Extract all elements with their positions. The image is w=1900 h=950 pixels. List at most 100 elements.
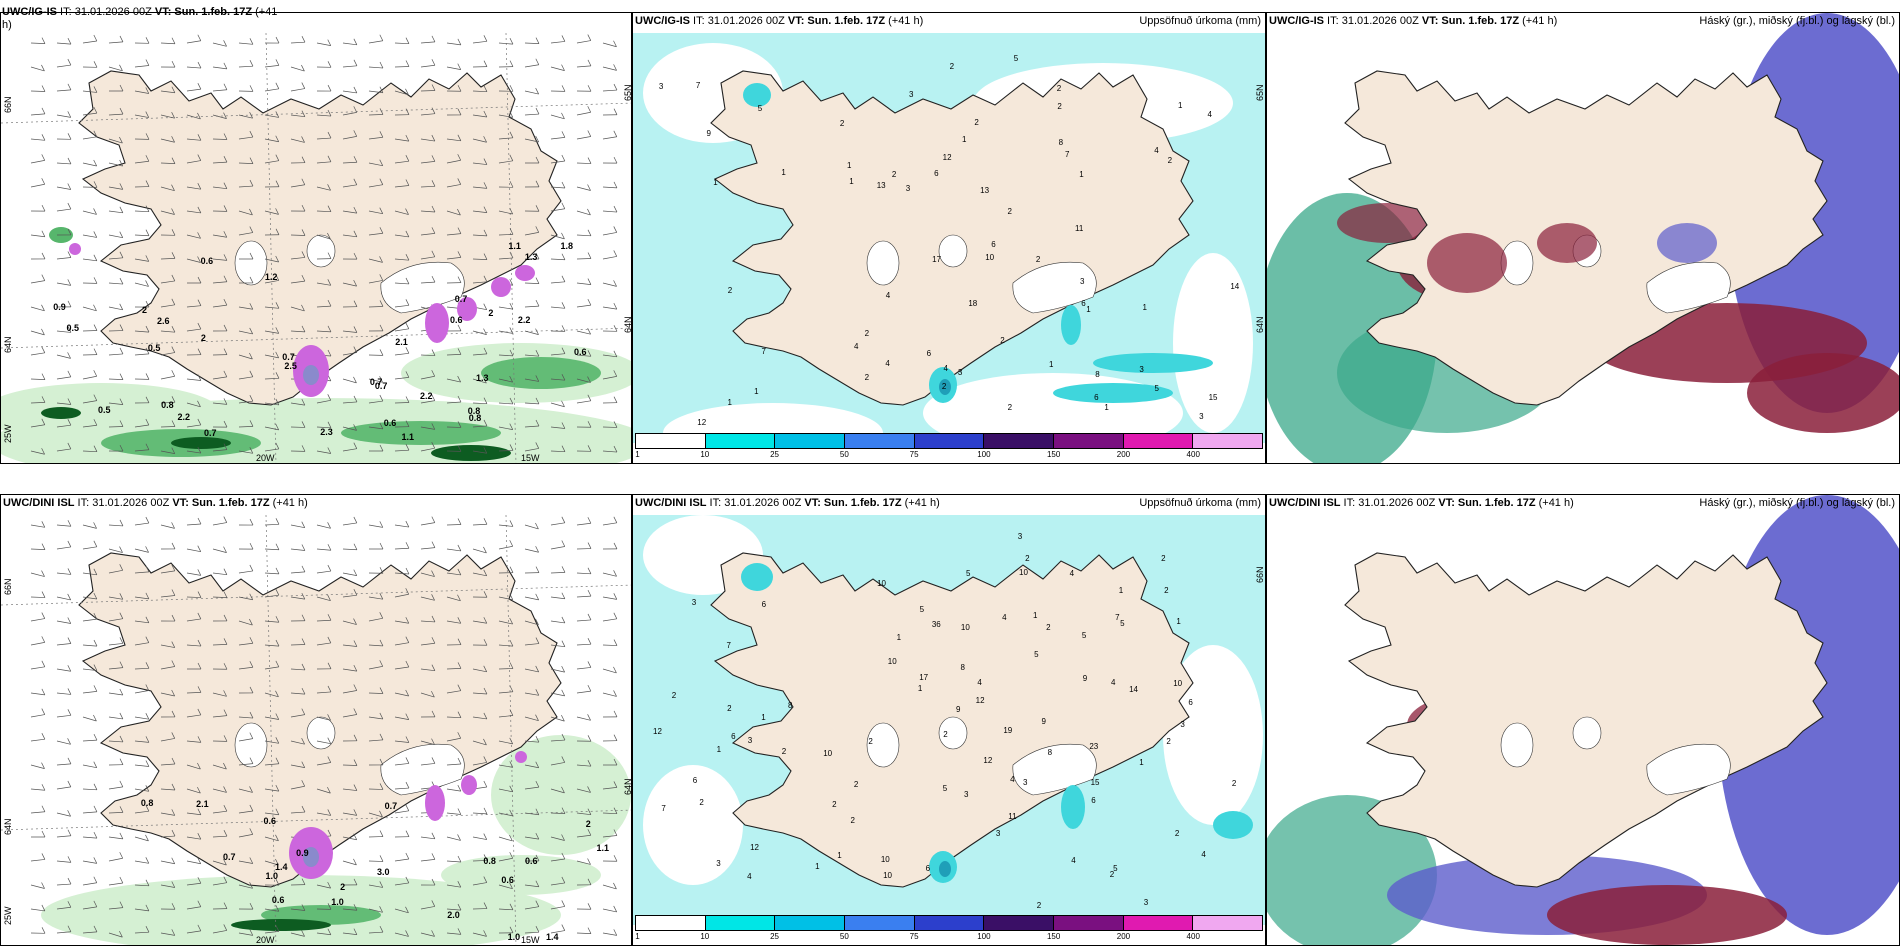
- value-label: 2.6: [156, 316, 170, 327]
- wind-barb: [472, 281, 487, 284]
- value-label: 14: [1230, 282, 1240, 292]
- wind-barb-feather: [379, 830, 384, 837]
- wind-barb: [56, 524, 71, 527]
- field-blob: [1061, 785, 1085, 829]
- wind-barb: [498, 740, 513, 745]
- wind-barb-feather: [379, 444, 384, 452]
- value-label: 12: [750, 843, 759, 853]
- wind-barb: [186, 258, 201, 263]
- wind-barb-feather: [301, 251, 306, 258]
- wind-barb: [264, 210, 279, 215]
- value-label: 2: [850, 816, 855, 826]
- wind-barb-feather: [197, 877, 202, 884]
- value-label: 0.5: [147, 343, 161, 354]
- wind-barb-feather: [587, 567, 592, 574]
- wind-barb: [160, 138, 175, 143]
- wind-barb: [394, 210, 409, 215]
- value-label: 0.5: [66, 322, 80, 333]
- value-label: 3: [908, 89, 914, 99]
- wind-barb-feather: [301, 445, 306, 452]
- wind-barb-feather: [93, 394, 98, 401]
- wind-barb-feather: [353, 904, 358, 911]
- wind-barb: [160, 352, 175, 356]
- wind-barb-feather: [93, 106, 98, 114]
- wind-barb: [238, 450, 253, 454]
- wind-barb: [160, 330, 175, 333]
- wind-barb-feather: [535, 665, 540, 673]
- wind-barb: [602, 787, 617, 790]
- wind-barb: [368, 184, 383, 188]
- wind-barb: [238, 810, 253, 814]
- wind-barb: [498, 257, 513, 260]
- value-label: 0.8: [483, 856, 496, 867]
- wind-barb-feather: [145, 255, 150, 262]
- wind-barb-feather: [431, 423, 436, 430]
- wind-barb: [420, 138, 435, 142]
- snow-field: [289, 751, 527, 879]
- colorbar-tick-label: 1: [635, 932, 640, 941]
- wind-barb: [186, 88, 201, 92]
- wind-barb: [264, 448, 279, 452]
- value-label: 2: [671, 690, 677, 700]
- value-label: 1: [1142, 303, 1147, 313]
- wind-barb-feather: [197, 322, 202, 330]
- wind-barb: [30, 352, 45, 356]
- wind-barb: [290, 596, 305, 600]
- wind-barb: [56, 64, 71, 68]
- wind-barb-feather: [223, 133, 228, 140]
- wind-barb-feather: [483, 85, 488, 92]
- wind-barb-feather: [483, 35, 488, 42]
- wind-barb: [576, 834, 591, 838]
- wind-barb-feather: [535, 637, 540, 644]
- wind-barb: [472, 40, 487, 44]
- wind-barb: [472, 234, 487, 237]
- wind-barb: [550, 137, 565, 140]
- wind-barb: [550, 450, 566, 453]
- value-label: 2: [832, 800, 837, 810]
- value-label: 2: [949, 61, 955, 71]
- wind-barb-feather: [119, 546, 123, 553]
- wind-barb: [342, 812, 357, 816]
- wind-barb: [498, 836, 513, 842]
- wind-barb: [420, 161, 435, 164]
- wind-barb: [524, 620, 539, 626]
- wind-barb-feather: [223, 324, 228, 332]
- wind-barb: [212, 548, 227, 553]
- wind-barb-feather: [457, 617, 462, 624]
- wind-barb: [56, 620, 71, 624]
- wind-barb-feather: [223, 275, 228, 282]
- wind-barb-feather: [327, 636, 332, 644]
- wind-barb: [238, 570, 253, 574]
- wind-barb-feather: [613, 758, 618, 766]
- wind-barb: [108, 41, 123, 44]
- panel-bottom-right: UWC/DINI ISL IT: 31.01.2026 00Z VT: Sun.…: [1266, 494, 1900, 946]
- map-top-left: [1, 32, 631, 463]
- wind-barb-feather: [275, 757, 280, 764]
- value-label: 1.0: [331, 897, 344, 908]
- value-label: 1: [713, 177, 718, 187]
- wind-barb-feather: [145, 713, 150, 720]
- wind-barb-feather: [171, 710, 176, 718]
- wind-barb: [238, 232, 253, 236]
- parallel-line: [1, 102, 631, 124]
- wind-barb-feather: [509, 882, 513, 889]
- wind-barb-feather: [483, 546, 487, 554]
- wind-barb: [394, 763, 409, 766]
- value-label: 6: [934, 168, 939, 178]
- wind-barb-feather: [145, 325, 150, 333]
- wind-barb: [342, 282, 357, 287]
- wind-barb: [394, 692, 409, 697]
- wind-barb: [82, 424, 97, 428]
- wind-barb: [264, 377, 280, 380]
- value-label: 1: [1139, 758, 1144, 768]
- wind-barb: [238, 642, 253, 646]
- wind-barb: [316, 524, 331, 529]
- value-label: 10: [883, 871, 892, 881]
- wind-barb-feather: [171, 881, 176, 888]
- wind-barb-feather: [67, 829, 72, 836]
- wind-barb-feather: [223, 443, 228, 450]
- header-right-bottom-right: Háský (gr.), miðský (fj.bl.) og lágský (…: [1699, 497, 1895, 509]
- wind-barb: [368, 812, 383, 818]
- wind-barb-feather: [483, 303, 488, 310]
- wind-barb: [316, 812, 331, 816]
